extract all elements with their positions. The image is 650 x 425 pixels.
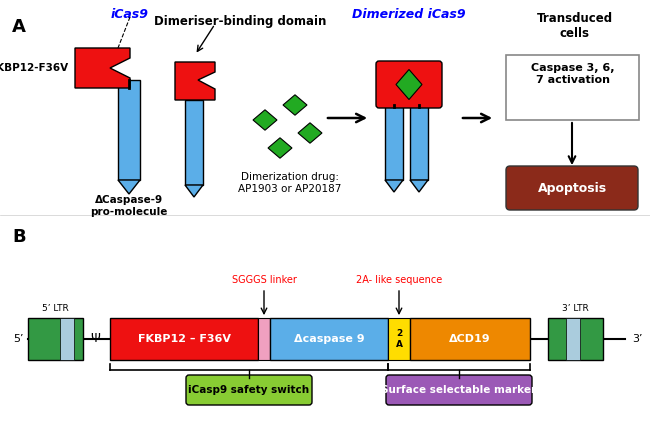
- Text: Dimerization drug:
AP1903 or AP20187: Dimerization drug: AP1903 or AP20187: [239, 172, 342, 194]
- Text: iCas9: iCas9: [111, 8, 149, 21]
- Text: 5’ LTR: 5’ LTR: [42, 304, 68, 313]
- Bar: [60, 318, 74, 360]
- Text: Δcaspase 9: Δcaspase 9: [294, 334, 364, 344]
- FancyBboxPatch shape: [186, 375, 312, 405]
- Polygon shape: [283, 95, 307, 115]
- Text: A: A: [12, 18, 26, 36]
- Text: FKBP12-F36V: FKBP12-F36V: [0, 63, 68, 73]
- Text: Apoptosis: Apoptosis: [538, 181, 606, 195]
- Text: Dimerized iCas9: Dimerized iCas9: [352, 8, 466, 21]
- Polygon shape: [118, 180, 140, 194]
- Text: FKBP12 – F36V: FKBP12 – F36V: [138, 334, 231, 344]
- Polygon shape: [253, 110, 277, 130]
- FancyBboxPatch shape: [376, 61, 442, 108]
- Text: 3’: 3’: [632, 334, 642, 344]
- Bar: [410, 105, 428, 180]
- Text: Transduced
cells: Transduced cells: [537, 12, 613, 40]
- Text: 3’ LTR: 3’ LTR: [562, 304, 588, 313]
- FancyBboxPatch shape: [506, 166, 638, 210]
- Bar: [28, 318, 83, 360]
- Polygon shape: [410, 180, 428, 192]
- Polygon shape: [385, 180, 403, 192]
- Text: Caspase 3, 6,
7 activation: Caspase 3, 6, 7 activation: [531, 63, 614, 85]
- Text: 5’: 5’: [13, 334, 23, 344]
- Text: iCasp9 safety switch: iCasp9 safety switch: [188, 385, 309, 395]
- Text: Surface selectable marker: Surface selectable marker: [382, 385, 536, 395]
- Bar: [506, 55, 639, 120]
- Polygon shape: [268, 138, 292, 158]
- Text: SGGGS linker: SGGGS linker: [231, 275, 296, 285]
- Polygon shape: [75, 48, 130, 88]
- Text: 2A- like sequence: 2A- like sequence: [356, 275, 442, 285]
- Text: ΔCD19: ΔCD19: [449, 334, 491, 344]
- Bar: [258, 318, 270, 360]
- Polygon shape: [298, 123, 322, 143]
- Bar: [566, 318, 580, 360]
- Text: Dimeriser-binding domain: Dimeriser-binding domain: [154, 15, 326, 28]
- Text: 2
A: 2 A: [395, 329, 402, 348]
- Bar: [270, 318, 388, 360]
- Text: ΔCaspase-9
pro-molecule: ΔCaspase-9 pro-molecule: [90, 195, 168, 217]
- Polygon shape: [185, 185, 203, 197]
- Bar: [118, 80, 140, 180]
- Bar: [548, 318, 603, 360]
- Bar: [388, 318, 410, 360]
- Text: B: B: [12, 228, 25, 246]
- Bar: [385, 105, 403, 180]
- Polygon shape: [396, 70, 422, 99]
- Bar: [185, 100, 203, 185]
- Text: Ψ: Ψ: [90, 332, 100, 346]
- Bar: [110, 318, 258, 360]
- Polygon shape: [175, 62, 215, 100]
- Bar: [410, 318, 530, 360]
- FancyBboxPatch shape: [386, 375, 532, 405]
